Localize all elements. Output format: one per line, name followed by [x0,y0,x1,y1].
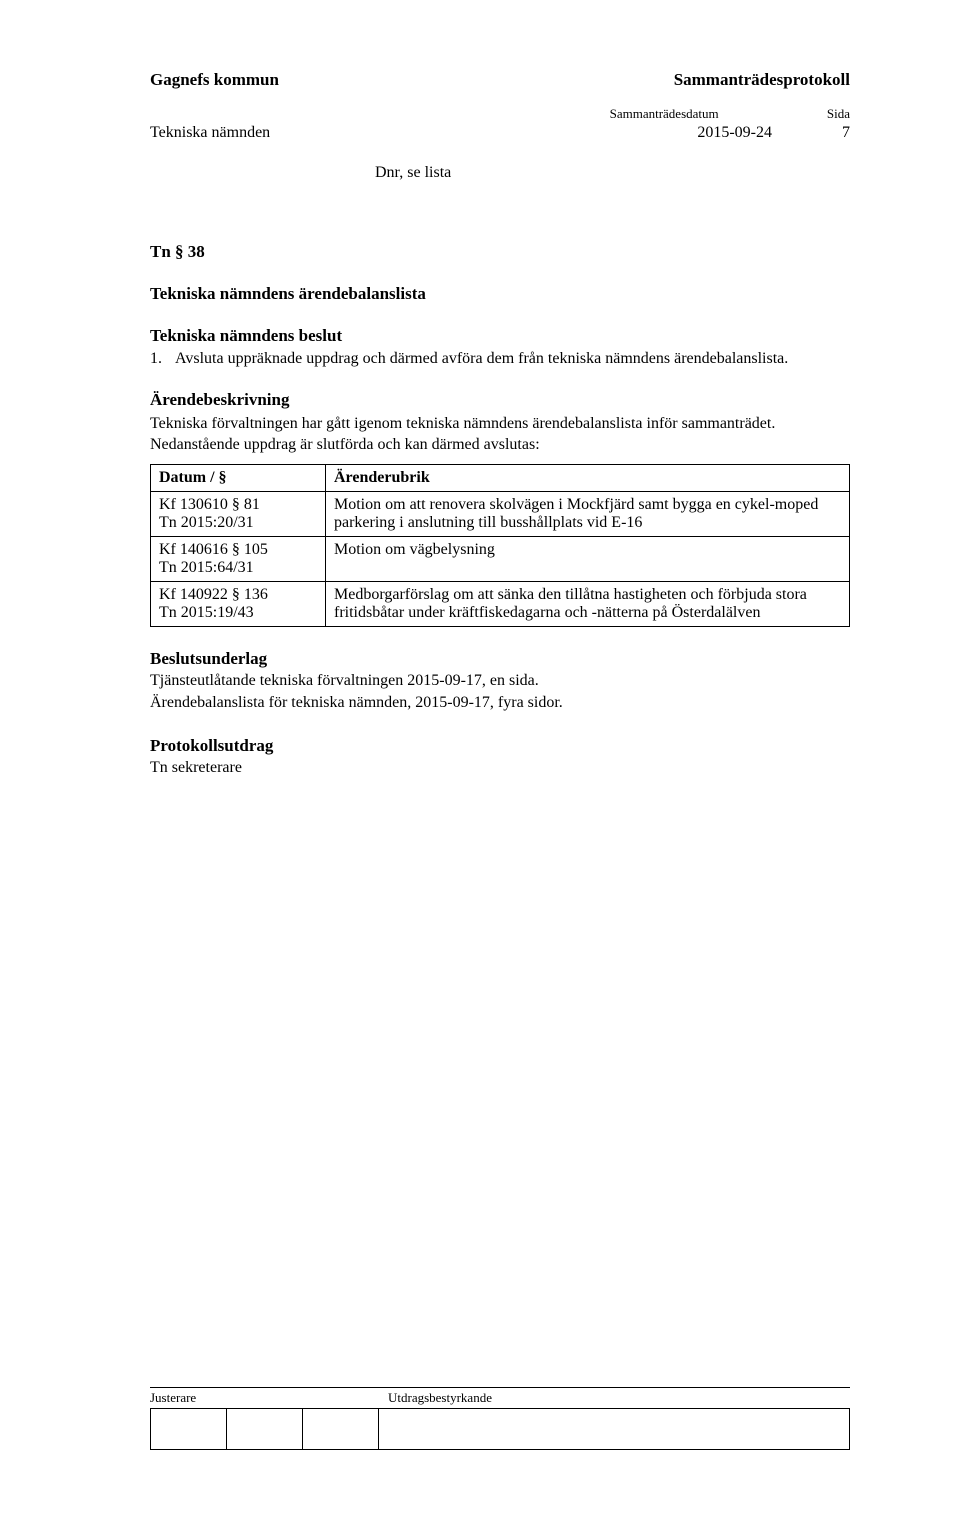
table-ref-line1: Kf 130610 § 81 [159,496,317,514]
decision-item-number: 1. [150,350,175,368]
signature-box [302,1408,378,1450]
footer-labels: Justerare Utdragsbestyrkande [150,1387,850,1406]
table-header-date: Datum / § [151,465,326,491]
organization-name: Gagnefs kommun [150,70,279,90]
table-cell-date: Kf 130610 § 81 Tn 2015:20/31 [151,492,326,536]
sub-header-right: Sammanträdesdatum Sida [610,106,850,122]
description-heading: Ärendebeskrivning [150,390,850,410]
justerare-label: Justerare [150,1387,380,1406]
table-cell-subject: Motion om att renovera skolvägen i Mockf… [326,492,849,536]
footer-signature-boxes [150,1408,850,1450]
utdrag-label: Utdragsbestyrkande [380,1387,850,1406]
basis-line2: Ärendebalanslista för tekniska nämnden, … [150,693,850,714]
table-ref-line2: Tn 2015:64/31 [159,559,317,577]
decision-item: 1. Avsluta uppräknade uppdrag och därmed… [150,350,850,368]
decision-item-text: Avsluta uppräknade uppdrag och därmed av… [175,350,850,368]
meeting-date-label: Sammanträdesdatum [610,106,719,121]
signature-box [378,1408,850,1450]
table-header-row: Datum / § Ärenderubrik [151,465,849,492]
meeting-date: 2015-09-24 [697,124,772,142]
decision-heading: Tekniska nämndens beslut [150,326,850,346]
description-text: Tekniska förvaltningen har gått igenom t… [150,414,850,456]
table-row: Kf 140922 § 136 Tn 2015:19/43 Medborgarf… [151,582,849,626]
extract-line1: Tn sekreterare [150,758,850,779]
dnr-reference: Dnr, se lista [375,164,850,182]
table-cell-subject: Medborgarförslag om att sänka den tillåt… [326,582,849,626]
page-label: Sida [827,106,850,121]
table-row: Kf 130610 § 81 Tn 2015:20/31 Motion om a… [151,492,849,537]
table-row: Kf 140616 § 105 Tn 2015:64/31 Motion om … [151,537,849,582]
basis-heading: Beslutsunderlag [150,649,850,669]
signature-box [150,1408,226,1450]
date-page-group: 2015-09-24 7 [697,124,850,142]
table-ref-line2: Tn 2015:19/43 [159,604,317,622]
table-header-subject: Ärenderubrik [326,465,849,491]
committee-name: Tekniska nämnden [150,124,270,142]
page-number: 7 [842,124,850,142]
table-cell-date: Kf 140616 § 105 Tn 2015:64/31 [151,537,326,581]
sub-header: Sammanträdesdatum Sida [150,106,850,122]
document-type: Sammanträdesprotokoll [674,70,850,90]
document-footer: Justerare Utdragsbestyrkande [150,1387,850,1450]
date-row: Tekniska nämnden 2015-09-24 7 [150,124,850,142]
signature-box [226,1408,302,1450]
section-code: Tn § 38 [150,242,850,262]
table-cell-subject: Motion om vägbelysning [326,537,849,581]
table-ref-line1: Kf 140616 § 105 [159,541,317,559]
basis-line1: Tjänsteutlåtande tekniska förvaltningen … [150,671,850,692]
table-cell-date: Kf 140922 § 136 Tn 2015:19/43 [151,582,326,626]
document-header: Gagnefs kommun Sammanträdesprotokoll [150,70,850,90]
table-ref-line2: Tn 2015:20/31 [159,514,317,532]
table-ref-line1: Kf 140922 § 136 [159,586,317,604]
matters-table: Datum / § Ärenderubrik Kf 130610 § 81 Tn… [150,464,850,627]
section-title: Tekniska nämndens ärendebalanslista [150,284,850,304]
extract-heading: Protokollsutdrag [150,736,850,756]
